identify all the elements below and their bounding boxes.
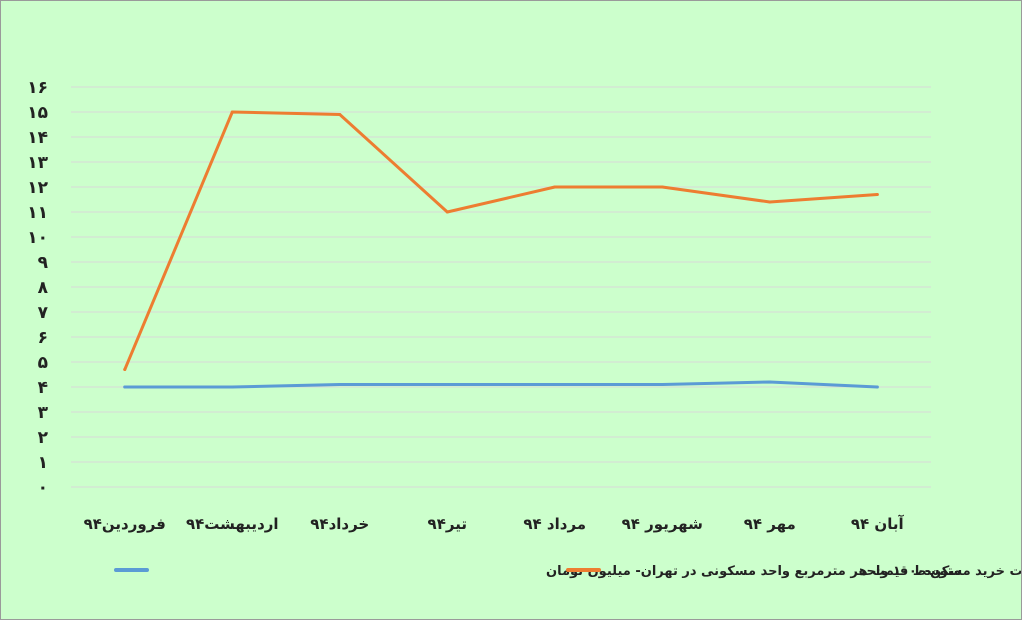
y-tick-label: ۱۱ — [27, 203, 48, 223]
x-tick-label: مهر ۹۴ — [744, 515, 796, 533]
data-point — [230, 385, 234, 389]
legend[interactable]: متوسط قیمت هر مترمربع واحد مسکونی در تهر… — [114, 564, 1021, 579]
y-tick-label: ۶ — [38, 328, 48, 348]
y-tick-label: ۲ — [38, 428, 49, 448]
data-point — [338, 383, 342, 386]
data-point — [875, 193, 879, 196]
y-tick-label: ۴ — [38, 378, 48, 398]
y-tick-label: ۳ — [38, 403, 49, 423]
x-tick-label: خرداد۹۴ — [310, 515, 369, 533]
data-point — [553, 383, 557, 386]
y-tick-label: ۱۶ — [27, 78, 48, 98]
y-tick-label: ۱۴ — [27, 128, 48, 148]
x-tick-label: شهریور ۹۴ — [622, 515, 703, 533]
data-point — [445, 210, 449, 214]
data-point — [553, 185, 557, 189]
data-point — [338, 113, 342, 116]
data-point — [768, 200, 772, 204]
series — [123, 110, 879, 389]
y-tick-label: ۱۵ — [27, 103, 48, 123]
data-point — [768, 380, 772, 384]
x-tick-label: تیر۹۴ — [428, 515, 467, 533]
y-tick-label: ۱۰ — [27, 228, 48, 248]
legend-item-2[interactable]: حجم معاملات خرید مسکن-۱۰۰۰ واحد — [566, 564, 1021, 579]
y-tick-label: ۹ — [38, 253, 49, 273]
y-tick-label: ۸ — [38, 278, 49, 298]
data-point — [660, 383, 664, 386]
data-point — [123, 385, 127, 389]
data-point — [123, 368, 127, 371]
legend-item-1[interactable]: متوسط قیمت هر مترمربع واحد مسکونی در تهر… — [114, 564, 961, 579]
legend-label: متوسط قیمت هر مترمربع واحد مسکونی در تهر… — [546, 564, 961, 579]
x-tick-label: فروردین۹۴ — [84, 515, 166, 533]
y-tick-label: ۵ — [38, 353, 48, 373]
data-point — [875, 385, 879, 389]
y-tick-label: ۱۳ — [27, 153, 48, 173]
y-tick-label: ۷ — [38, 303, 49, 323]
y-tick-label: ۰ — [38, 478, 48, 498]
y-tick-label: ۱۲ — [27, 178, 48, 198]
x-tick-label: اردیبهشت۹۴ — [186, 515, 279, 533]
data-point — [230, 110, 234, 114]
gridlines — [71, 86, 931, 488]
data-point — [445, 383, 449, 386]
y-tick-label: ۱ — [38, 453, 48, 473]
data-point — [660, 185, 664, 189]
legend-label: حجم معاملات خرید مسکن-۱۰۰۰ واحد — [859, 564, 1021, 579]
x-tick-label: مرداد ۹۴ — [523, 515, 586, 533]
series-line-1 — [123, 380, 879, 389]
series-line-2 — [123, 110, 879, 371]
x-axis: فروردین۹۴ اردیبهشت۹۴ خرداد۹۴ تیر۹۴ مرداد ۹۴ ش… — [84, 515, 905, 533]
x-tick-label: آبان ۹۴ — [851, 515, 905, 533]
